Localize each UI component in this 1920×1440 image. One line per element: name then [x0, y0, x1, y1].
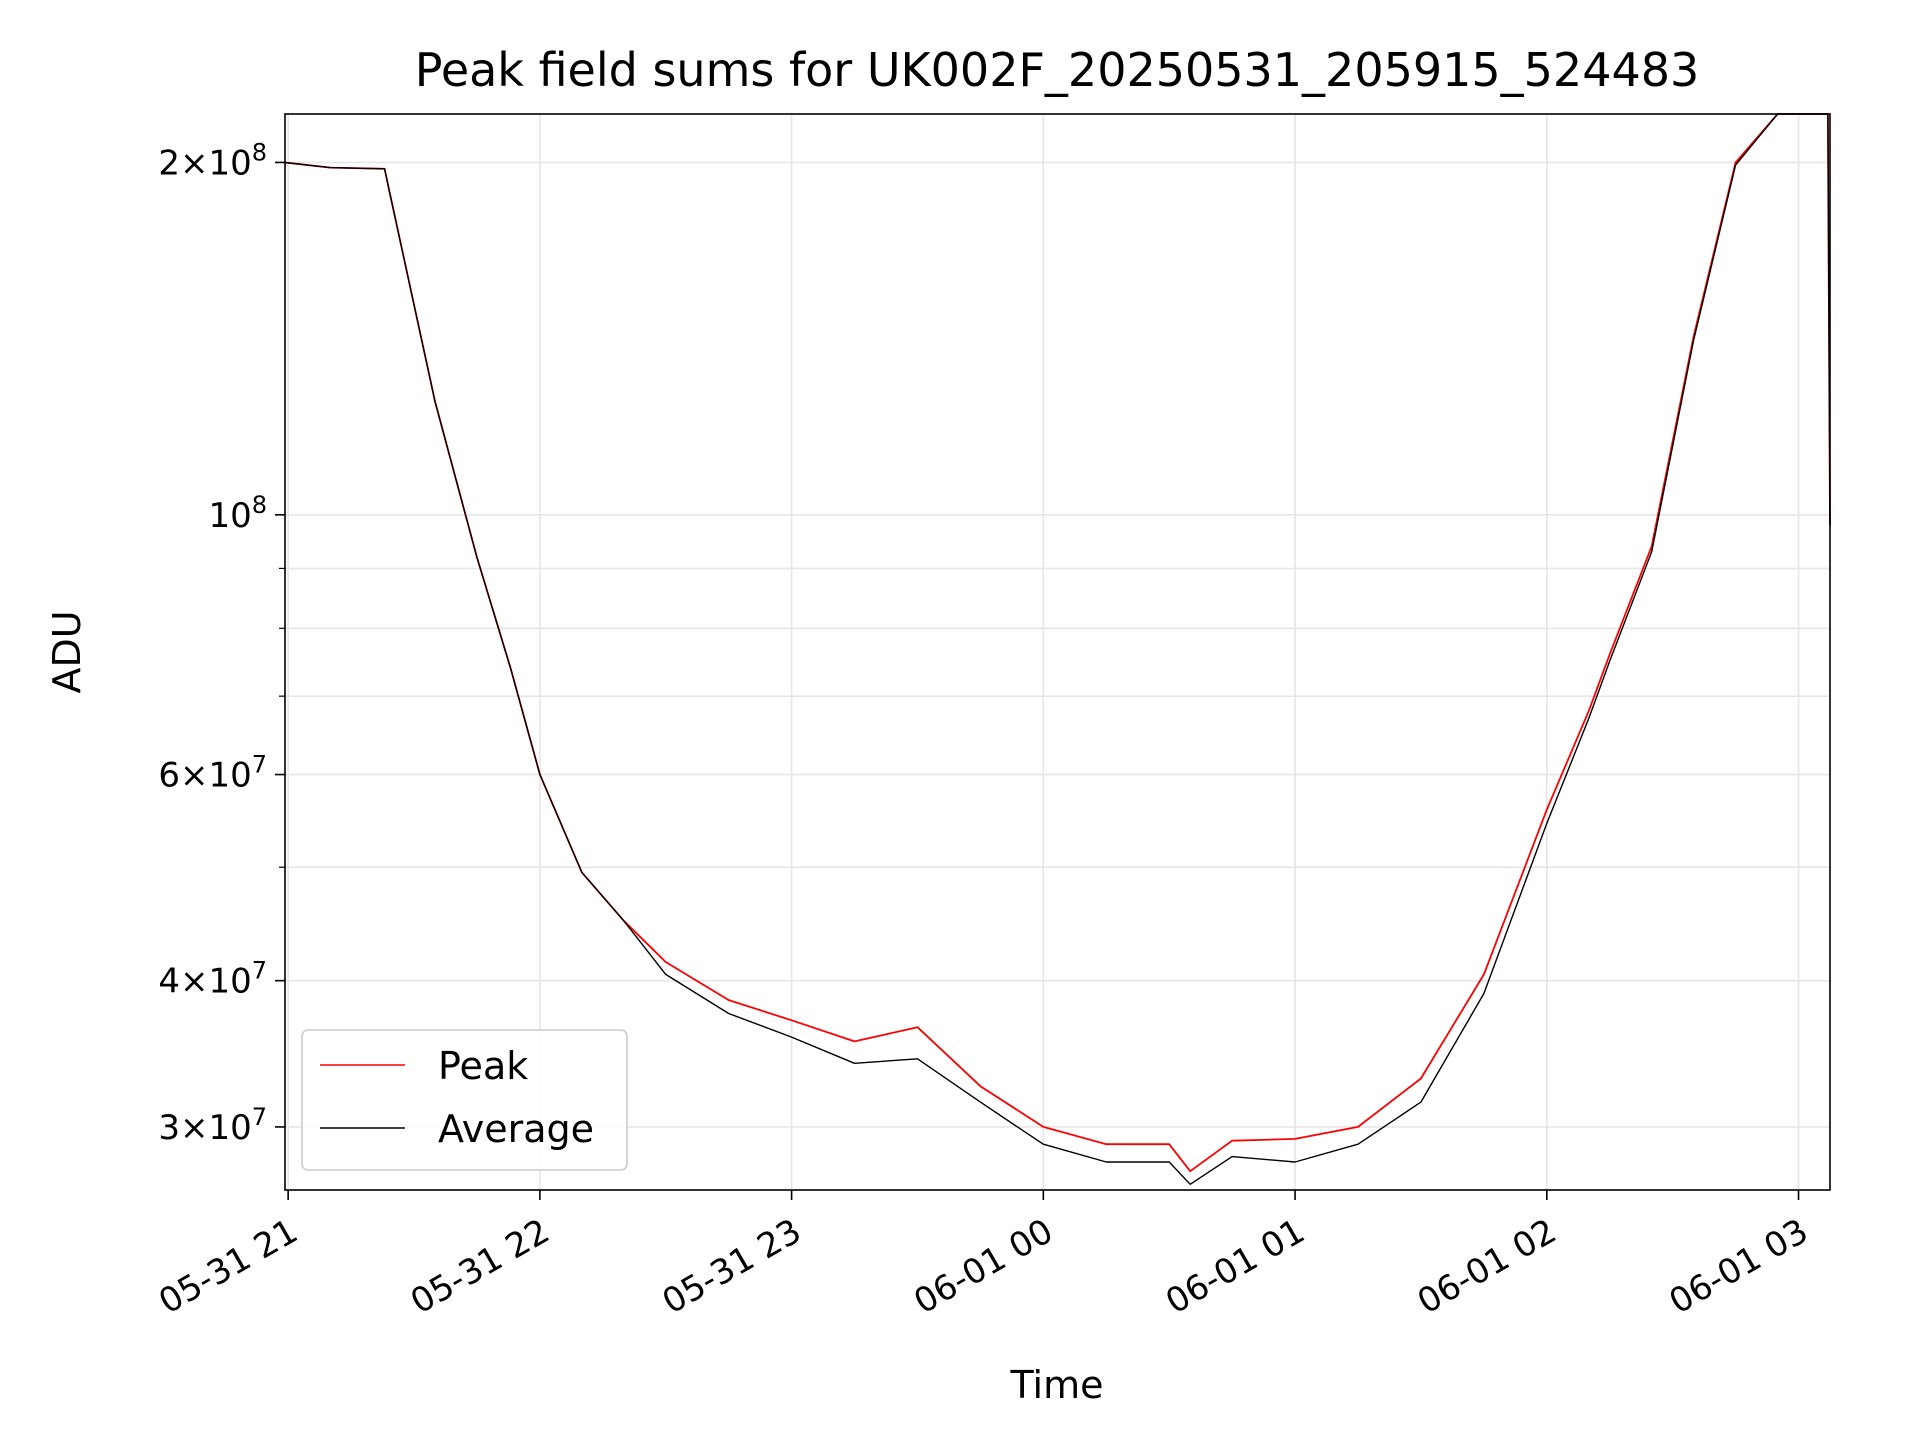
y-tick-label: 6×107: [158, 751, 267, 796]
x-tick-label: 06-01 00: [907, 1211, 1059, 1322]
x-tick-label: 06-01 03: [1663, 1211, 1815, 1322]
series-layer: [284, 113, 1831, 1186]
series-line-average: [284, 113, 1831, 1186]
legend: Peak Average: [301, 1029, 628, 1171]
legend-label-average: Average: [438, 1107, 594, 1151]
x-tick-label: 05-31 23: [656, 1211, 808, 1322]
y-ticks: 3×107 4×107 6×107 108 2×108: [158, 138, 285, 1148]
y-tick-label: 2×108: [158, 138, 267, 183]
x-ticks: 05-31 21 05-31 22 05-31 23 06-01 00 06-01 01…: [152, 1190, 1815, 1322]
x-tick-label: 06-01 01: [1159, 1211, 1311, 1322]
y-tick-label: 3×107: [158, 1103, 267, 1148]
x-tick-label: 05-31 22: [404, 1211, 556, 1322]
grid: [285, 114, 1830, 1190]
series-line-peak: [284, 113, 1831, 1173]
axes-frame: [284, 113, 1831, 1191]
y-tick-label: 108: [208, 491, 267, 536]
y-tick-label: 4×107: [158, 957, 267, 1002]
y-axis-label: ADU: [45, 610, 89, 693]
x-axis-label: Time: [1010, 1363, 1104, 1407]
x-tick-label: 05-31 21: [152, 1211, 304, 1322]
x-tick-label: 06-01 02: [1411, 1211, 1563, 1322]
legend-label-peak: Peak: [438, 1044, 528, 1088]
chart-title: Peak field sums for UK002F_20250531_2059…: [415, 43, 1700, 97]
